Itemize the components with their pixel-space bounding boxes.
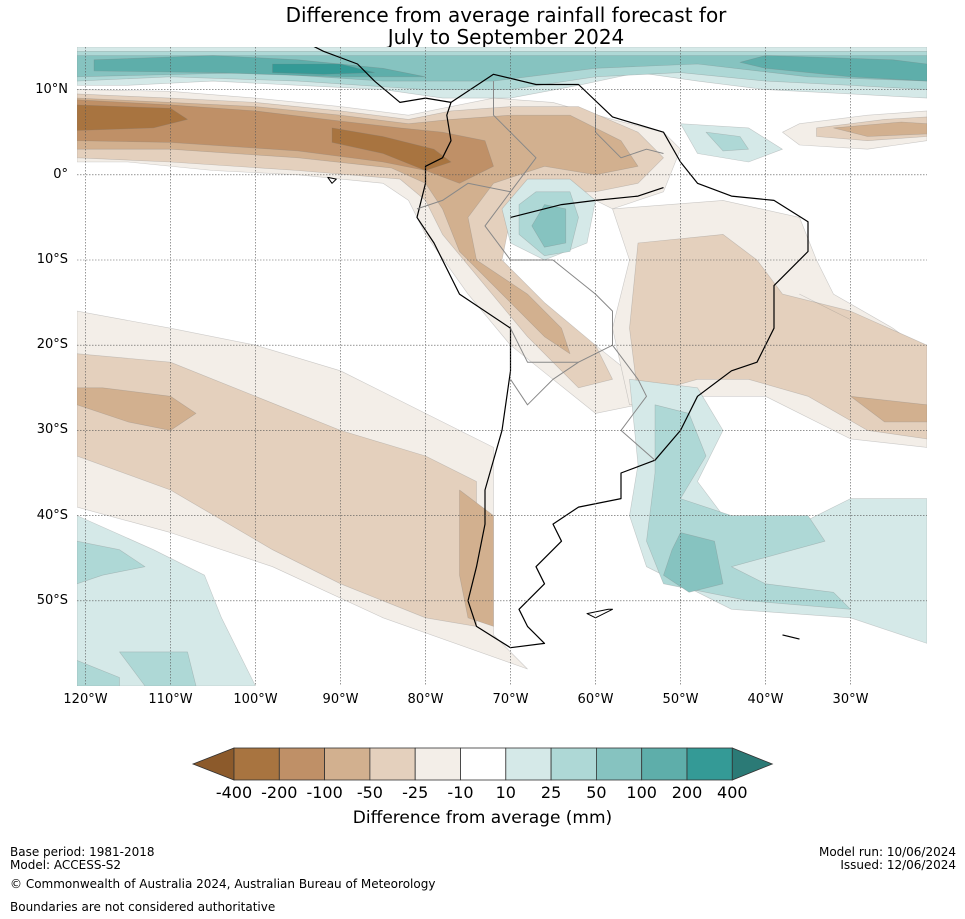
colorbar-bin — [595, 747, 643, 781]
lon-tick-label: 70°W — [492, 692, 529, 707]
colorbar-tick-label: -100 — [306, 783, 343, 802]
anomaly-wet-25-50 — [705, 131, 749, 152]
lon-tick-label: 110°W — [148, 692, 193, 707]
colorbar-bin — [505, 747, 552, 781]
anomaly-dry-50-100 — [77, 387, 197, 431]
lon-tick-label: 60°W — [577, 692, 614, 707]
colorbar-tick-label: -400 — [215, 783, 253, 802]
anomaly-wet-50-100 — [531, 204, 567, 248]
copyright: © Commonwealth of Australia 2024, Austra… — [10, 877, 436, 891]
anomaly-wet-200-400 — [272, 63, 375, 75]
colorbar-tick-label: 100 — [626, 783, 657, 802]
rainfall-map — [77, 47, 927, 686]
lat-tick-label: 50°S — [36, 592, 68, 608]
land-outlines — [313, 47, 809, 649]
colorbar-under-arrow — [191, 747, 235, 781]
colorbar — [191, 747, 774, 781]
model-name: Model: ACCESS-S2 — [10, 858, 122, 872]
colorbar-bin — [550, 747, 597, 781]
country-borders — [484, 81, 613, 363]
anomaly-dry-50-100 — [799, 293, 851, 320]
colorbar-bin — [460, 747, 507, 781]
model-run-date: Model run: 10/06/2024 — [818, 845, 956, 859]
colorbar-bin — [641, 747, 688, 781]
boundaries-note: Boundaries are not considered authoritat… — [10, 900, 276, 914]
country-borders — [416, 182, 511, 210]
lat-tick-label: 10°S — [36, 252, 68, 267]
anomaly-wet-25-50 — [77, 660, 120, 686]
lat-tick-label: 40°S — [36, 507, 68, 523]
lon-tick-label: 120°W — [63, 692, 108, 707]
lat-tick-label: 0° — [53, 166, 68, 182]
colorbar-tick-label: -10 — [447, 783, 474, 802]
lon-tick-label: 50°W — [662, 692, 699, 707]
anomaly-dry-50-100 — [77, 97, 639, 354]
colorbar-tick-label: 25 — [540, 783, 562, 802]
colorbar-over-arrow — [731, 747, 774, 781]
galapagos-islands — [327, 176, 337, 184]
colorbar-tick-label: -50 — [356, 783, 383, 802]
colorbar-tick-label: -25 — [402, 783, 429, 802]
colorbar-tick-label: 200 — [671, 783, 703, 802]
colorbar-bin — [414, 747, 461, 781]
lon-tick-label: 40°W — [747, 692, 784, 707]
issued-date: Issued: 12/06/2024 — [840, 858, 956, 872]
lon-tick-label: 90°W — [322, 692, 359, 707]
colorbar-bin — [324, 747, 371, 781]
colorbar-tick-label: 50 — [586, 783, 607, 802]
anomaly-wet-100-200 — [739, 55, 927, 82]
lon-tick-label: 80°W — [407, 692, 444, 707]
colorbar-bin — [233, 747, 280, 781]
country-borders — [595, 106, 664, 159]
anomaly-wet-50-100 — [663, 532, 724, 593]
colorbar-bin — [278, 747, 326, 781]
lat-tick-label: 10°N — [35, 81, 68, 97]
falkland-islands — [586, 608, 613, 619]
anomaly-dry-50-100 — [850, 396, 927, 423]
anomaly-layer — [77, 47, 927, 686]
anomaly-dry-50-100 — [833, 121, 927, 137]
lat-tick-label: 30°S — [36, 422, 68, 438]
colorbar-bin — [686, 747, 733, 781]
country-borders — [510, 361, 579, 406]
colorbar-tick-label: -200 — [261, 783, 298, 802]
lon-tick-label: 30°W — [832, 692, 869, 707]
colorbar-tick-label: 400 — [717, 783, 748, 802]
lat-tick-label: 20°S — [36, 337, 68, 353]
chart-title: Difference from average rainfall forecas… — [0, 4, 965, 48]
base-period: Base period: 1981-2018 — [10, 845, 155, 859]
title-line-1: Difference from average rainfall forecas… — [285, 3, 727, 27]
anomaly-dry-200-400 — [77, 104, 188, 131]
anomaly-wet-25-50 — [119, 651, 197, 686]
graticule — [77, 47, 927, 686]
map-content — [77, 47, 927, 686]
colorbar-tick-label: 10 — [495, 783, 516, 802]
south-georgia — [782, 634, 800, 640]
country-borders — [612, 344, 656, 461]
colorbar-bin — [369, 747, 416, 781]
anomaly-wet-25-50 — [77, 540, 146, 585]
title-line-2: July to September 2024 — [387, 25, 625, 49]
lon-tick-label: 100°W — [233, 692, 278, 707]
south-america-coastline — [416, 73, 809, 649]
colorbar-label: Difference from average (mm) — [352, 808, 613, 828]
